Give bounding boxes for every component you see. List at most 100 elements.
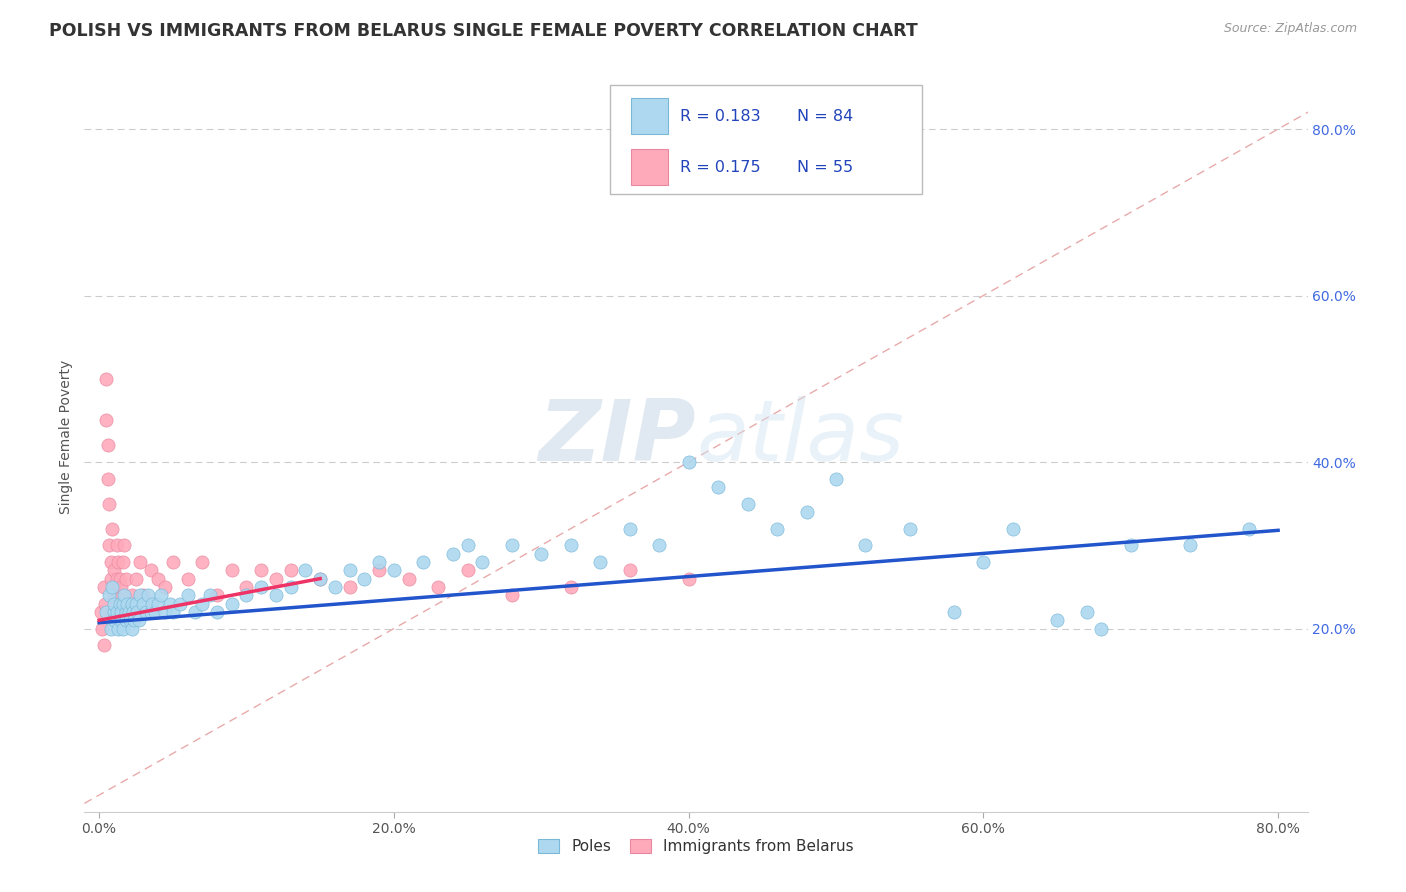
Point: [112, 538, 135, 552]
Point: [457, 563, 479, 577]
Point: [100, 572, 122, 586]
Point: [678, 572, 700, 586]
Point: [135, 605, 157, 619]
Point: [427, 580, 450, 594]
Point: [707, 480, 730, 494]
Point: [191, 597, 214, 611]
Point: [93, 580, 115, 594]
Point: [118, 613, 141, 627]
Point: [100, 622, 122, 636]
Point: [501, 538, 523, 552]
Point: [250, 580, 273, 594]
Point: [648, 538, 671, 552]
Point: [619, 522, 641, 536]
Point: [94, 597, 117, 611]
Point: [855, 538, 877, 552]
Point: [339, 580, 361, 594]
Point: [121, 622, 143, 636]
Point: [114, 613, 136, 627]
Point: [93, 638, 115, 652]
Point: [112, 588, 135, 602]
Text: R = 0.183: R = 0.183: [681, 109, 761, 124]
Point: [108, 597, 131, 611]
Point: [530, 547, 553, 561]
Point: [441, 547, 464, 561]
Point: [205, 588, 228, 602]
Point: [108, 572, 131, 586]
Point: [382, 563, 405, 577]
Point: [169, 597, 191, 611]
Point: [368, 555, 391, 569]
Point: [143, 605, 166, 619]
Point: [136, 588, 159, 602]
Point: [90, 605, 112, 619]
Point: [339, 563, 361, 577]
Point: [97, 438, 120, 452]
Point: [127, 605, 149, 619]
Point: [139, 563, 162, 577]
Point: [898, 522, 921, 536]
Point: [146, 572, 169, 586]
Point: [103, 605, 125, 619]
Point: [129, 555, 152, 569]
Point: [323, 580, 346, 594]
Point: [1237, 522, 1260, 536]
Point: [457, 538, 479, 552]
Point: [103, 563, 125, 577]
Point: [560, 580, 582, 594]
Text: R = 0.175: R = 0.175: [681, 160, 761, 175]
Point: [235, 588, 257, 602]
Point: [264, 572, 287, 586]
Point: [412, 555, 434, 569]
Point: [1090, 622, 1112, 636]
Point: [1119, 538, 1142, 552]
Point: [100, 555, 122, 569]
Point: [280, 580, 302, 594]
Point: [115, 597, 138, 611]
Point: [122, 605, 145, 619]
Point: [280, 563, 302, 577]
Point: [1178, 538, 1201, 552]
Point: [972, 555, 994, 569]
Point: [114, 572, 136, 586]
Point: [176, 588, 198, 602]
Point: [146, 597, 169, 611]
Point: [1076, 605, 1098, 619]
Point: [589, 555, 612, 569]
Point: [96, 413, 118, 427]
Point: [96, 605, 118, 619]
Point: [104, 605, 127, 619]
Point: [1046, 613, 1069, 627]
Point: [105, 538, 128, 552]
Point: [198, 588, 221, 602]
Point: [250, 563, 273, 577]
Point: [110, 613, 132, 627]
Point: [97, 472, 120, 486]
Point: [125, 597, 148, 611]
Point: [110, 580, 132, 594]
Point: [235, 580, 257, 594]
Point: [105, 572, 128, 586]
Point: [132, 597, 155, 611]
Point: [98, 497, 121, 511]
Point: [107, 555, 129, 569]
Point: [124, 613, 146, 627]
Point: [501, 588, 523, 602]
Point: [155, 605, 177, 619]
Point: [103, 613, 125, 627]
Point: [309, 572, 332, 586]
Point: [150, 588, 173, 602]
Point: [121, 597, 143, 611]
Legend: Poles, Immigrants from Belarus: Poles, Immigrants from Belarus: [531, 833, 860, 860]
Text: ZIP: ZIP: [538, 395, 696, 479]
Point: [294, 563, 316, 577]
Point: [107, 622, 129, 636]
Point: [103, 580, 125, 594]
Bar: [631, 149, 668, 185]
Point: [678, 455, 700, 469]
Point: [162, 605, 184, 619]
Point: [368, 563, 391, 577]
Point: [184, 605, 207, 619]
Point: [1001, 522, 1024, 536]
Point: [103, 597, 125, 611]
